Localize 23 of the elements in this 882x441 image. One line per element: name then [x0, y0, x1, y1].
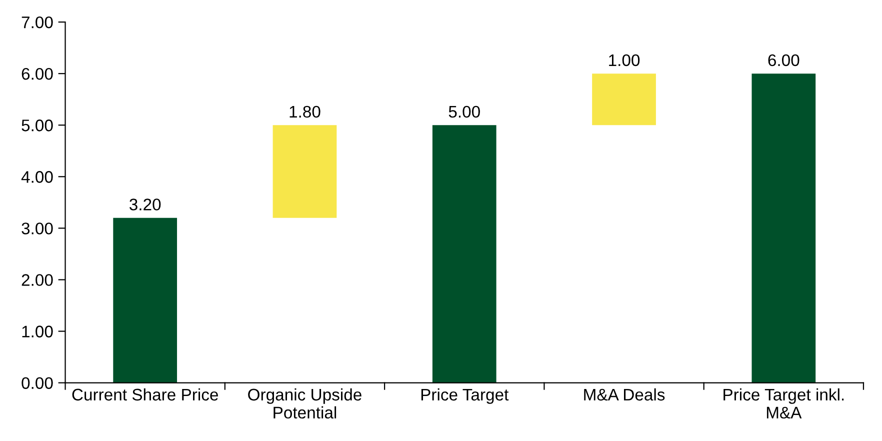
x-tick-label: Current Share Price: [72, 388, 218, 401]
y-tick-label: 2.00: [22, 274, 53, 286]
y-tick-label: 6.00: [22, 68, 53, 80]
x-tick-label: Organic Upside Potential: [248, 388, 362, 419]
data-label: 1.80: [290, 106, 320, 118]
y-tick-label: 4.00: [21, 171, 53, 183]
x-tick-label: M&A Deals: [584, 388, 665, 401]
data-label: 3.20: [130, 198, 161, 210]
data-label: 1.00: [609, 54, 640, 66]
bar: [272, 125, 337, 218]
x-tick-label: Price Target inkl. M&A: [724, 388, 844, 419]
bar: [752, 74, 816, 383]
data-label: 6.00: [768, 54, 800, 66]
x-tick-label: Price Target: [421, 388, 509, 404]
bar: [113, 218, 178, 383]
y-tick-label: 0.00: [22, 377, 53, 389]
y-tick-label: 1.00: [22, 326, 53, 338]
y-tick-label: 3.00: [22, 222, 53, 234]
y-tick-label: 5.00: [22, 120, 53, 132]
y-tick-label: 7.00: [22, 16, 53, 28]
bar: [592, 74, 656, 126]
bar: [432, 125, 496, 383]
data-label: 5.00: [448, 106, 480, 118]
